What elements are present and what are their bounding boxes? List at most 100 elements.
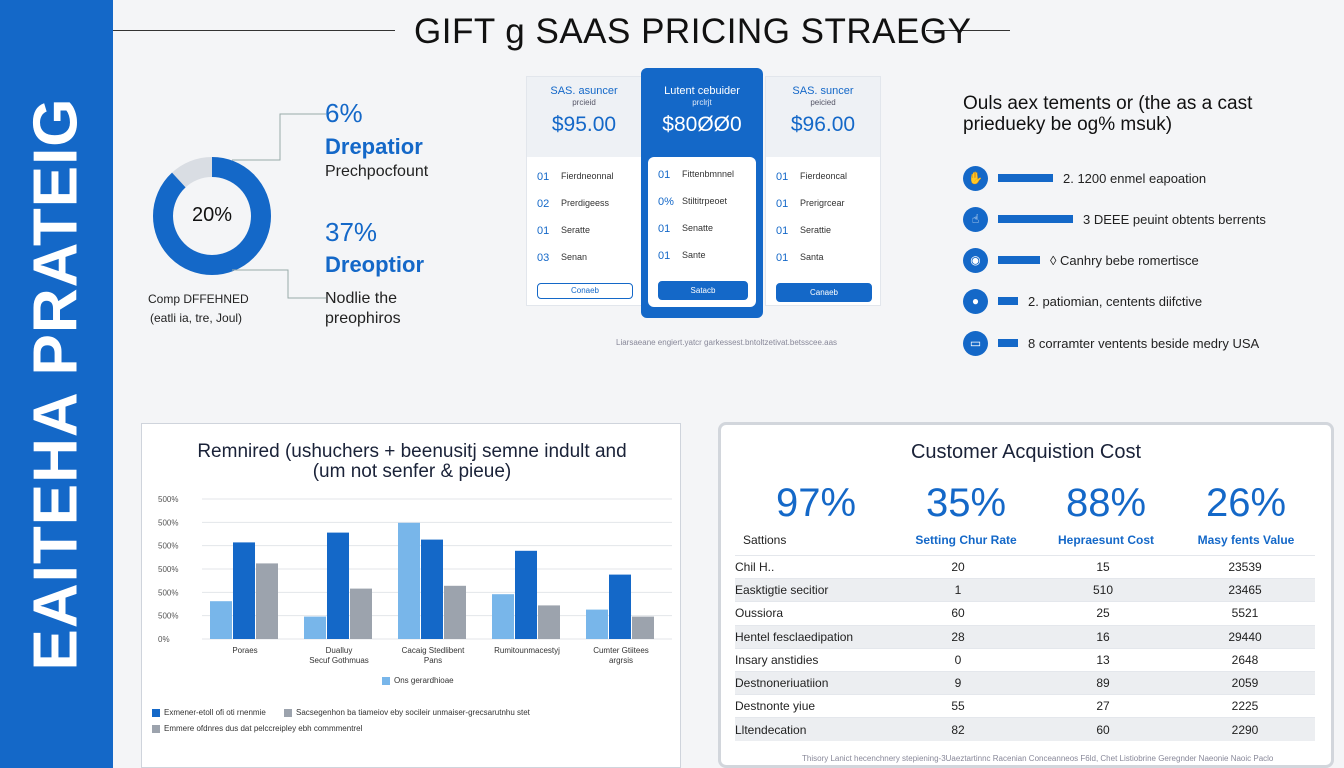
table-cell: Oussiora	[735, 601, 885, 626]
bar-78b6ea-3	[492, 594, 514, 639]
stat-2-name: Dreoptior	[325, 252, 424, 277]
plan-3-price: $96.00	[790, 113, 856, 136]
right-panel-heading: Ouls aex tements or (the as a cast pried…	[963, 93, 1252, 135]
feature-number: 01	[776, 225, 789, 237]
y-tick-label: 500%	[158, 588, 178, 597]
bar-chart-panel: Remnired (ushuchers + beenusitj semne in…	[141, 423, 681, 768]
chart-title-line-2: (um not senfer & pieue)	[312, 461, 512, 482]
bar-78b6ea-1	[304, 616, 326, 639]
plan-2-price: $80ØØ0	[662, 113, 742, 136]
table-cell: 13	[1031, 647, 1175, 672]
feature-number: 02	[537, 198, 550, 210]
right-panel-bar	[998, 215, 1073, 223]
stat-2-percent: 37%	[325, 217, 378, 247]
table-cell: Hentel fesclaedipation	[735, 624, 885, 649]
plan-2-select-button[interactable]: Satacb	[658, 281, 748, 300]
right-panel-row-text: 3 DEEE peuint obtents berrents	[1083, 211, 1266, 227]
feature-number: 01	[537, 171, 550, 183]
page-title: GIFT g SAAS PRICING STRAEGY	[414, 12, 972, 51]
right-panel-bar	[998, 339, 1018, 347]
kpi-value: 35%	[925, 481, 1007, 525]
table-cell: 1	[885, 578, 1031, 602]
feature-number: 01	[658, 223, 671, 235]
table-cell: 60	[1031, 717, 1175, 741]
right-panel-row: ✋ 2. 1200 enmel eapoation	[963, 165, 1206, 191]
plan-2-feature: 01 Fittenbmnnel	[658, 169, 748, 196]
x-tick-label: Cumter Gtiitees	[593, 646, 649, 655]
connector-lines	[232, 113, 326, 299]
bar-1468c8-4	[609, 574, 631, 639]
table-row: Insary anstidies 0 13 2648	[735, 647, 1315, 672]
bar-78b6ea-0	[210, 601, 232, 639]
legend-swatch-blue	[152, 708, 160, 717]
plan-3-select-button[interactable]: Canaeb	[776, 283, 872, 302]
right-heading-line-2: priedueky be og% msuk)	[963, 114, 1173, 135]
feature-label: Sante	[682, 250, 706, 260]
feature-number: 01	[776, 171, 789, 183]
right-panel-bar	[998, 174, 1053, 182]
table-cell: 5521	[1175, 601, 1315, 626]
plan-1-feature: 03 Senan	[537, 252, 633, 279]
legend-swatch-light	[382, 676, 390, 685]
footer-note: Thisory Lanict hecenchnery stepiening-3U…	[802, 754, 1274, 763]
feature-label: Seratte	[561, 225, 591, 235]
table-cell: 60	[885, 601, 1031, 626]
bar-9ca3ad-3	[538, 605, 560, 639]
x-tick-label: argrsis	[609, 656, 633, 665]
table-cell: Destnoneriuatiion	[735, 670, 885, 695]
connector-line-top	[232, 113, 326, 161]
plan-3-feature: 01 Santa	[776, 252, 872, 279]
feature-label: Serattie	[800, 225, 832, 235]
plan-3-feature: 01 Fierdeoncal	[776, 171, 872, 198]
table-cell: 29440	[1175, 624, 1315, 649]
plan-card-3: SAS. suncer peicied $96.00 01 Fierdeoncal…	[765, 76, 881, 306]
plans-footnote: Liarsaeane engiert.yatcr garkessest.bnto…	[616, 338, 838, 347]
table-row: Chil H.. 20 15 23539	[735, 554, 1315, 579]
plan-1-feature: 01 Seratte	[537, 225, 633, 252]
plan-3-sub: peicied	[810, 98, 836, 107]
cac-panel: Customer Acquistion Cost 97% 35% 88% 26%…	[718, 422, 1334, 768]
donut-chart	[153, 157, 271, 275]
table-cell: 0	[885, 647, 1031, 672]
kpi-value: 26%	[1205, 481, 1287, 525]
legend-item-light: Ons gerardhioae	[382, 676, 454, 685]
plan-1-select-button[interactable]: Conaeb	[537, 283, 633, 299]
legend-item-gray: Sacsegenhon ba tiameiov eby socileir unm…	[284, 708, 530, 717]
table-cell: 23539	[1175, 554, 1315, 579]
plan-2-name: Lutent cebuider	[664, 85, 740, 97]
feature-number: 01	[537, 225, 550, 237]
table-cell: 25	[1031, 601, 1175, 626]
bar-1468c8-0	[233, 542, 255, 639]
feature-label: Stiltitrpeoet	[682, 196, 728, 206]
bar-9ca3ad-2	[444, 585, 466, 639]
sidebar-title: EAITEHA PRATEIG	[21, 97, 91, 671]
table-cell: 2290	[1175, 717, 1315, 741]
title-rule-right	[926, 30, 1010, 31]
chart-title-line-1: Remnired (ushuchers + beenusitj semne in…	[197, 441, 627, 462]
bar-78b6ea-4	[586, 609, 608, 639]
legend-label: Sacsegenhon ba tiameiov eby socileir unm…	[296, 708, 530, 717]
cursor-icon: ☝	[963, 206, 988, 232]
plan-1-price: $95.00	[551, 113, 617, 136]
screen-icon: ▭	[963, 330, 988, 356]
y-tick-label: 500%	[158, 518, 178, 527]
kpi-value: 88%	[1065, 481, 1147, 525]
handshake-icon: ✋	[963, 165, 988, 191]
right-panel-bar	[998, 297, 1018, 305]
plan-card-featured: Lutent cebuider prclrjt $80ØØ0 01 Fittenb…	[641, 68, 763, 318]
y-tick-label: 0%	[158, 635, 170, 644]
bar-9ca3ad-1	[350, 588, 372, 639]
plan-1-feature: 01 Fierdneonnal	[537, 171, 633, 198]
legend-swatch-extra	[152, 724, 160, 733]
right-panel-row: ▭ 8 corramter ventents beside medry USA	[963, 330, 1259, 356]
bar-78b6ea-2	[398, 522, 420, 639]
stat-1-sub: Prechpocfount	[325, 163, 429, 180]
person-icon: ●	[963, 288, 988, 314]
table-row: Lltendecation 82 60 2290	[735, 717, 1315, 741]
right-panel-row: ☝ 3 DEEE peuint obtents berrents	[963, 206, 1266, 232]
plan-2-feature: 0% Stiltitrpeoet	[658, 196, 748, 223]
right-panel-row-text: 8 corramter ventents beside medry USA	[1028, 335, 1260, 351]
table-header: Hepraesunt Cost	[1057, 533, 1155, 547]
plan-3-feature: 01 Serattie	[776, 225, 872, 252]
plan-2-sub: prclrjt	[692, 98, 712, 107]
